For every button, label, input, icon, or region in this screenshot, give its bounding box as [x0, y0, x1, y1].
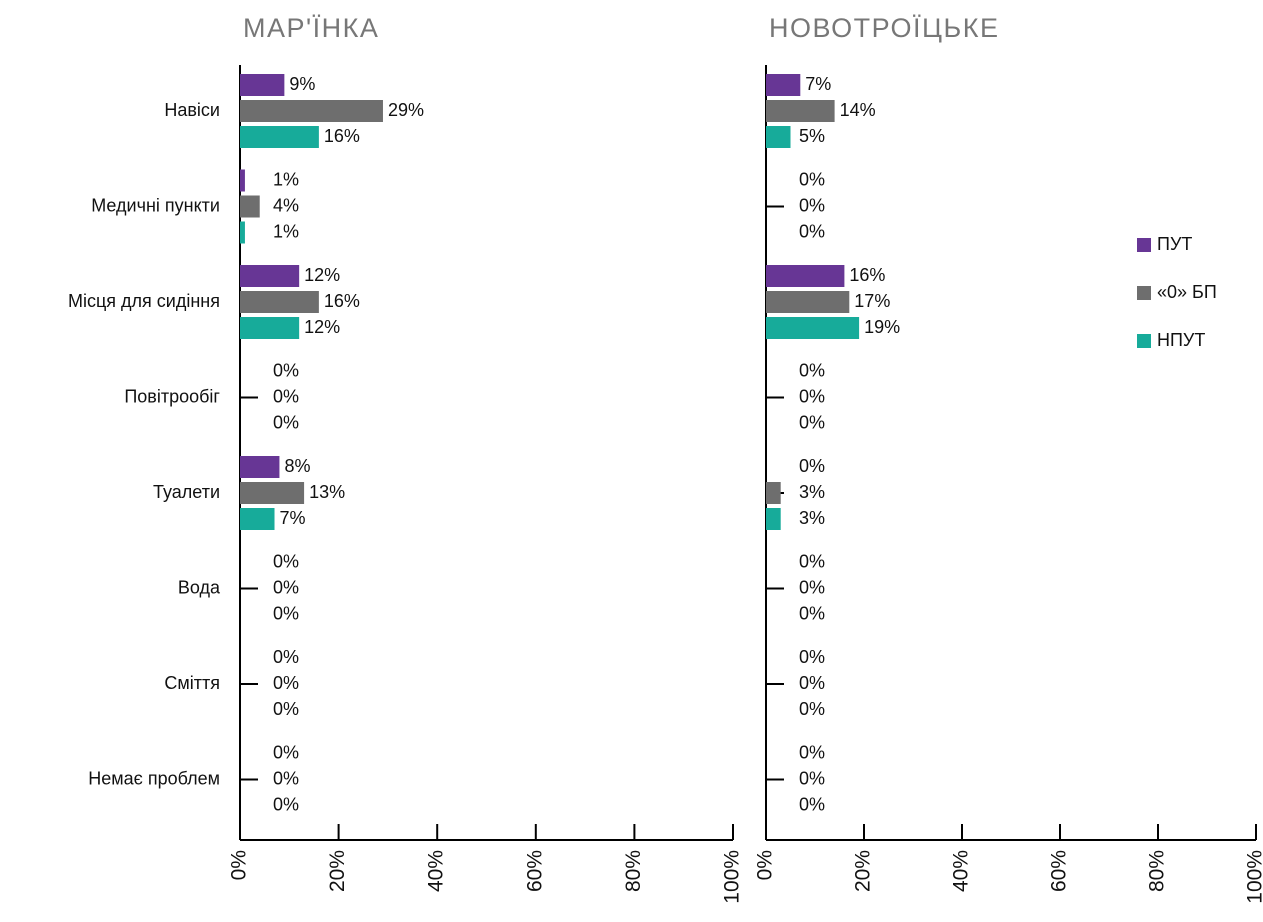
value-label: 0% [273, 768, 299, 788]
value-label: 7% [805, 74, 831, 94]
value-label: 3% [799, 508, 825, 528]
x-tick-label: 80% [1146, 850, 1169, 892]
value-label: 0% [799, 412, 825, 432]
y-tick-label: Повітрообіг [124, 386, 220, 406]
value-label: 0% [799, 551, 825, 571]
x-tick-label: 60% [523, 850, 546, 892]
value-label: 0% [799, 221, 825, 241]
bar [240, 291, 319, 313]
value-label: 0% [799, 195, 825, 215]
bar [240, 74, 285, 96]
x-tick-label: 20% [326, 850, 349, 892]
bar [240, 482, 305, 504]
y-tick-label: Вода [178, 577, 221, 597]
bar [766, 74, 801, 96]
bar [766, 482, 781, 504]
value-label: 1% [273, 221, 299, 241]
value-label: 0% [799, 673, 825, 693]
value-label: 0% [273, 360, 299, 380]
value-label: 0% [273, 412, 299, 432]
chart-title: НОВОТРОЇЦЬКЕ [769, 13, 999, 43]
value-label: 4% [273, 195, 299, 215]
value-label: 12% [304, 265, 340, 285]
y-tick-label: Медичні пункти [91, 195, 220, 215]
x-tick-label: 0% [228, 850, 251, 880]
x-tick-label: 60% [1048, 850, 1071, 892]
y-tick-label: Навіси [164, 100, 220, 120]
value-label: 7% [280, 508, 306, 528]
value-label: 0% [273, 386, 299, 406]
bar [240, 265, 300, 287]
value-label: 8% [284, 456, 310, 476]
x-tick-label: 80% [622, 850, 645, 892]
value-label: 0% [799, 699, 825, 719]
x-tick-label: 40% [950, 850, 973, 892]
value-label: 13% [309, 482, 345, 502]
y-tick-label: Місця для сидіння [68, 291, 220, 311]
legend-swatch [1137, 334, 1151, 348]
value-label: 16% [324, 291, 360, 311]
value-label: 0% [273, 603, 299, 623]
legend-swatch [1137, 238, 1151, 252]
value-label: 0% [799, 386, 825, 406]
value-label: 0% [273, 551, 299, 571]
bar [240, 221, 245, 244]
value-label: 0% [799, 768, 825, 788]
value-label: 0% [273, 699, 299, 719]
y-tick-label: Туалети [153, 482, 220, 502]
value-label: 16% [849, 265, 885, 285]
value-label: 0% [799, 360, 825, 380]
legend-label: «0» БП [1157, 282, 1217, 302]
value-label: 0% [799, 603, 825, 623]
value-label: 0% [799, 456, 825, 476]
value-label: 16% [324, 126, 360, 146]
bar [766, 508, 781, 530]
bar [766, 100, 835, 122]
y-tick-label: Немає проблем [88, 768, 220, 788]
value-label: 0% [273, 742, 299, 762]
bar [766, 291, 850, 313]
bar [240, 195, 260, 218]
x-tick-label: 0% [754, 850, 777, 880]
value-label: 19% [864, 317, 900, 337]
value-label: 5% [799, 126, 825, 146]
value-label: 9% [289, 74, 315, 94]
value-label: 12% [304, 317, 340, 337]
value-label: 0% [799, 742, 825, 762]
bar [766, 317, 860, 339]
value-label: 1% [273, 169, 299, 189]
x-tick-label: 100% [1244, 850, 1263, 904]
bar [240, 317, 300, 339]
x-tick-label: 20% [852, 850, 875, 892]
x-tick-label: 40% [425, 850, 448, 892]
chart-title: МАР'ЇНКА [243, 13, 379, 43]
legend-label: НПУТ [1157, 330, 1205, 350]
value-label: 0% [799, 577, 825, 597]
bar [240, 100, 383, 122]
bar [240, 126, 319, 148]
bar [240, 508, 275, 530]
value-label: 0% [799, 647, 825, 667]
value-label: 17% [854, 291, 890, 311]
value-label: 0% [273, 647, 299, 667]
value-label: 0% [799, 794, 825, 814]
legend-swatch [1137, 286, 1151, 300]
value-label: 0% [273, 794, 299, 814]
value-label: 3% [799, 482, 825, 502]
value-label: 0% [273, 577, 299, 597]
value-label: 29% [388, 100, 424, 120]
y-tick-label: Сміття [164, 673, 220, 693]
bar [766, 265, 845, 287]
value-label: 0% [799, 169, 825, 189]
bar [766, 126, 791, 148]
bar [240, 169, 245, 192]
value-label: 14% [840, 100, 876, 120]
legend-label: ПУТ [1157, 234, 1192, 254]
value-label: 0% [273, 673, 299, 693]
bar [240, 456, 280, 478]
x-tick-label: 100% [721, 850, 744, 904]
